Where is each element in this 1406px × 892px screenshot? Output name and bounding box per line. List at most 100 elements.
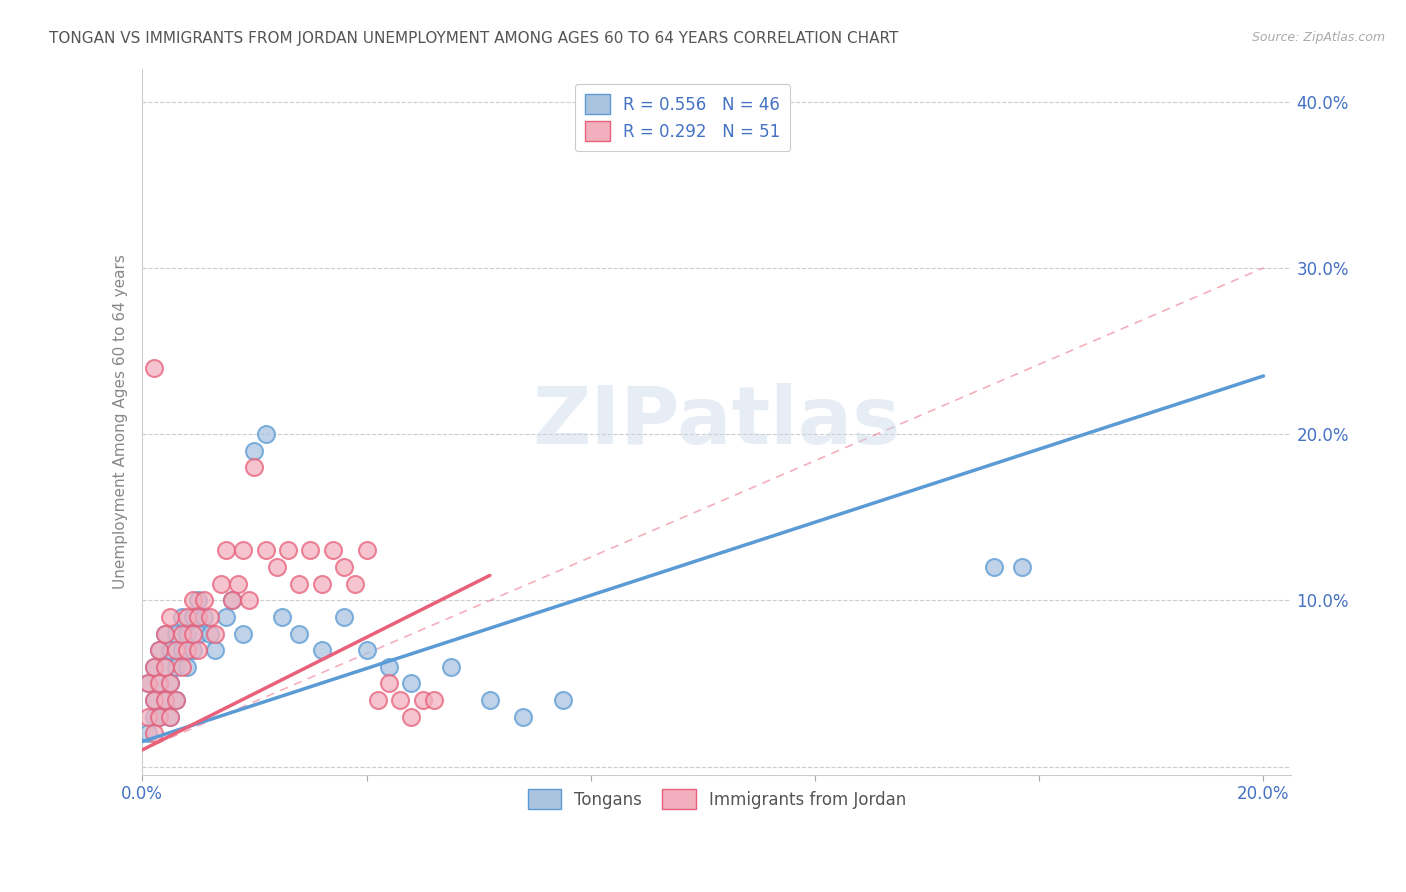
Point	[176, 626, 198, 640]
Point	[232, 626, 254, 640]
Point	[142, 660, 165, 674]
Point	[148, 676, 170, 690]
Point	[215, 543, 238, 558]
Text: Source: ZipAtlas.com: Source: ZipAtlas.com	[1251, 31, 1385, 45]
Point	[148, 709, 170, 723]
Point	[136, 726, 159, 740]
Point	[165, 693, 187, 707]
Point	[389, 693, 412, 707]
Point	[170, 643, 193, 657]
Point	[401, 676, 423, 690]
Point	[204, 643, 226, 657]
Point	[401, 709, 423, 723]
Point	[165, 660, 187, 674]
Point	[238, 593, 260, 607]
Point	[1011, 560, 1033, 574]
Point	[254, 543, 277, 558]
Point	[142, 360, 165, 375]
Point	[176, 660, 198, 674]
Point	[148, 643, 170, 657]
Point	[187, 643, 209, 657]
Point	[165, 626, 187, 640]
Point	[478, 693, 501, 707]
Point	[215, 610, 238, 624]
Point	[243, 460, 266, 475]
Point	[356, 543, 378, 558]
Point	[136, 676, 159, 690]
Point	[181, 626, 204, 640]
Point	[142, 726, 165, 740]
Point	[198, 610, 221, 624]
Point	[983, 560, 1005, 574]
Point	[254, 427, 277, 442]
Point	[198, 626, 221, 640]
Point	[148, 643, 170, 657]
Point	[153, 626, 176, 640]
Point	[159, 676, 181, 690]
Point	[266, 560, 288, 574]
Text: TONGAN VS IMMIGRANTS FROM JORDAN UNEMPLOYMENT AMONG AGES 60 TO 64 YEARS CORRELAT: TONGAN VS IMMIGRANTS FROM JORDAN UNEMPLO…	[49, 31, 898, 46]
Point	[322, 543, 344, 558]
Point	[159, 643, 181, 657]
Point	[277, 543, 299, 558]
Point	[311, 576, 333, 591]
Point	[153, 693, 176, 707]
Point	[187, 610, 209, 624]
Point	[181, 643, 204, 657]
Point	[193, 610, 215, 624]
Point	[439, 660, 461, 674]
Point	[142, 693, 165, 707]
Point	[367, 693, 389, 707]
Point	[378, 660, 401, 674]
Point	[288, 576, 311, 591]
Point	[271, 610, 294, 624]
Point	[170, 660, 193, 674]
Point	[142, 693, 165, 707]
Point	[187, 593, 209, 607]
Point	[165, 693, 187, 707]
Point	[299, 543, 322, 558]
Point	[423, 693, 446, 707]
Point	[226, 576, 249, 591]
Point	[148, 676, 170, 690]
Point	[232, 543, 254, 558]
Point	[181, 610, 204, 624]
Point	[153, 693, 176, 707]
Point	[159, 709, 181, 723]
Point	[165, 643, 187, 657]
Point	[136, 676, 159, 690]
Point	[153, 660, 176, 674]
Point	[159, 709, 181, 723]
Point	[412, 693, 434, 707]
Point	[148, 709, 170, 723]
Point	[170, 610, 193, 624]
Point	[333, 610, 356, 624]
Point	[288, 626, 311, 640]
Point	[378, 676, 401, 690]
Point	[311, 643, 333, 657]
Point	[193, 593, 215, 607]
Point	[551, 693, 574, 707]
Text: ZIPatlas: ZIPatlas	[533, 383, 901, 460]
Point	[153, 660, 176, 674]
Legend: Tongans, Immigrants from Jordan: Tongans, Immigrants from Jordan	[522, 782, 912, 816]
Point	[512, 709, 534, 723]
Point	[221, 593, 243, 607]
Point	[181, 593, 204, 607]
Point	[142, 709, 165, 723]
Point	[356, 643, 378, 657]
Point	[209, 576, 232, 591]
Point	[333, 560, 356, 574]
Point	[136, 709, 159, 723]
Y-axis label: Unemployment Among Ages 60 to 64 years: Unemployment Among Ages 60 to 64 years	[114, 254, 128, 589]
Point	[176, 643, 198, 657]
Point	[187, 626, 209, 640]
Point	[176, 610, 198, 624]
Point	[159, 610, 181, 624]
Point	[221, 593, 243, 607]
Point	[159, 676, 181, 690]
Point	[204, 626, 226, 640]
Point	[142, 660, 165, 674]
Point	[170, 626, 193, 640]
Point	[344, 576, 367, 591]
